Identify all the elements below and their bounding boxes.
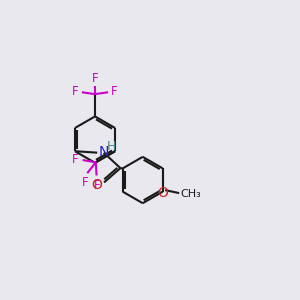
Text: F: F bbox=[92, 72, 98, 85]
Text: N: N bbox=[98, 146, 109, 159]
Text: H: H bbox=[107, 140, 116, 153]
Text: O: O bbox=[91, 178, 102, 192]
Text: F: F bbox=[111, 85, 118, 98]
Text: F: F bbox=[94, 179, 101, 192]
Text: F: F bbox=[72, 153, 79, 166]
Text: F: F bbox=[82, 176, 88, 189]
Text: F: F bbox=[72, 85, 79, 98]
Text: O: O bbox=[157, 186, 168, 200]
Text: CH₃: CH₃ bbox=[181, 189, 201, 199]
